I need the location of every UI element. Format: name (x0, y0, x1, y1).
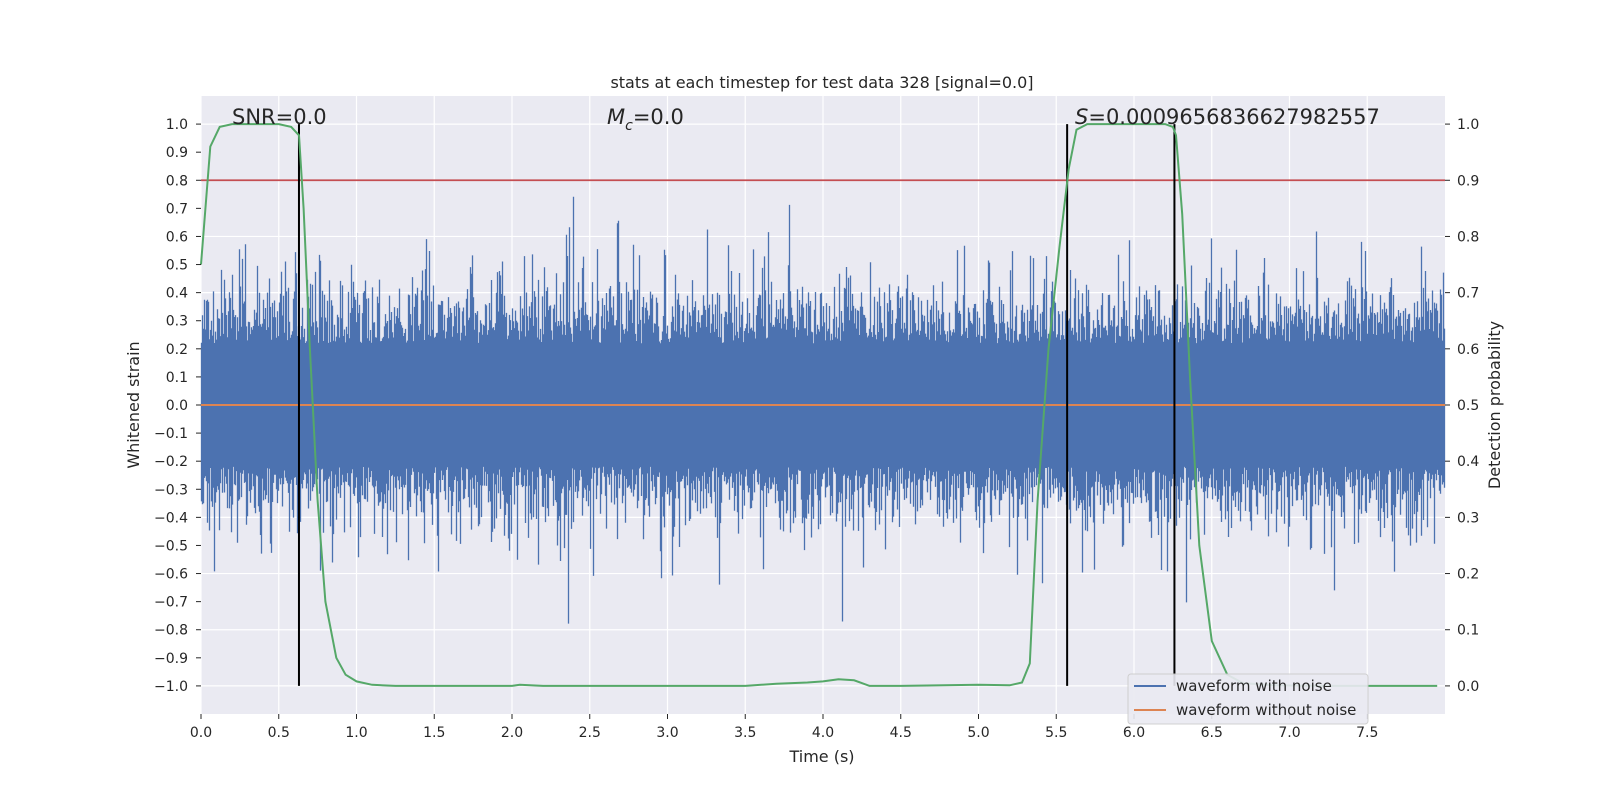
mc-value: =0.0 (633, 105, 684, 129)
y-tick-label-right: 0.0 (1457, 679, 1479, 695)
legend-noise-label: waveform with noise (1176, 677, 1332, 695)
y-ticks-left: 1.0 0.9 0.8 0.7 0.6 0.5 0.4 0.3 0.2 0.1 0.0 −0.1 −0.… (154, 117, 201, 695)
x-tick-label: 5.5 (1045, 725, 1067, 741)
y-tick-label-left: 0.3 (166, 314, 188, 330)
snr-annotation: SNR=0.0 (232, 105, 327, 129)
x-tick-label: 6.0 (1123, 725, 1145, 741)
y-tick-label-left: 1.0 (166, 117, 188, 133)
x-tick-label: 2.0 (501, 725, 523, 741)
y-tick-label-right: 0.9 (1457, 173, 1479, 189)
y-tick-label-left: 0.6 (166, 229, 188, 245)
y-tick-label-left: 0.5 (166, 258, 188, 274)
y-tick-label-left: 0.1 (166, 370, 188, 386)
y-tick-label-left: 0.2 (166, 342, 188, 358)
mc-subscript: c (625, 118, 633, 134)
y-tick-label-right: 0.6 (1457, 342, 1479, 358)
x-ticks: 0.0 0.5 1.0 1.5 2.0 2.5 3.0 3.5 4.0 4.5 5.0 5.5 6.0 6… (190, 714, 1378, 741)
y-tick-label-right: 0.5 (1457, 398, 1479, 414)
y-ticks-right: 1.0 0.9 0.8 0.7 0.6 0.5 0.4 0.3 0.2 0.1 0.0 (1445, 117, 1479, 695)
y-axis-label-right: Detection probability (1485, 321, 1504, 489)
s-annotation: S=0.0009656836627982557 (1075, 105, 1380, 129)
s-symbol: S (1075, 105, 1088, 129)
y-tick-label-right: 0.3 (1457, 510, 1479, 526)
x-tick-label: 0.5 (268, 725, 290, 741)
y-tick-label-right: 1.0 (1457, 117, 1479, 133)
x-tick-label: 7.5 (1356, 725, 1378, 741)
y-tick-label-left: −0.8 (154, 623, 188, 639)
y-tick-label-left: −0.6 (154, 567, 188, 583)
x-tick-label: 4.5 (890, 725, 912, 741)
y-tick-label-left: 0.0 (166, 398, 188, 414)
y-tick-label-left: 0.8 (166, 173, 188, 189)
y-axis-label-left: Whitened strain (124, 341, 143, 468)
vertical-lines (297, 124, 1176, 686)
mc-symbol: M (607, 105, 625, 129)
y-tick-label-left: −1.0 (154, 679, 188, 695)
x-tick-label: 3.5 (734, 725, 756, 741)
x-tick-label: 1.5 (423, 725, 445, 741)
y-tick-label-right: 0.2 (1457, 567, 1479, 583)
y-tick-label-left: 0.4 (166, 286, 188, 302)
x-tick-label: 0.0 (190, 725, 212, 741)
y-tick-label-right: 0.1 (1457, 623, 1479, 639)
noise-trace (200, 196, 1446, 624)
legend: waveform with noise waveform without noi… (1127, 673, 1369, 725)
mc-annotation: Mc=0.0 (607, 105, 684, 134)
s-value: =0.0009656836627982557 (1088, 105, 1380, 129)
legend-box (1127, 673, 1369, 725)
y-tick-label-right: 0.7 (1457, 286, 1479, 302)
y-tick-label-left: −0.7 (154, 595, 188, 611)
y-tick-label-left: −0.4 (154, 510, 188, 526)
y-tick-label-left: −0.2 (154, 454, 188, 470)
y-tick-label-left: −0.9 (154, 651, 188, 667)
y-tick-label-left: 0.9 (166, 145, 188, 161)
x-tick-label: 5.0 (967, 725, 989, 741)
y-tick-label-left: −0.1 (154, 426, 188, 442)
y-tick-label-right: 0.8 (1457, 229, 1479, 245)
x-tick-label: 4.0 (812, 725, 834, 741)
x-axis-label: Time (s) (788, 747, 854, 766)
x-tick-label: 3.0 (656, 725, 678, 741)
x-tick-label: 2.5 (579, 725, 601, 741)
y-tick-label-right: 0.4 (1457, 454, 1479, 470)
y-tick-label-left: 0.7 (166, 201, 188, 217)
legend-clean-label: waveform without noise (1176, 701, 1356, 719)
y-tick-label-left: −0.3 (154, 482, 188, 498)
x-tick-label: 6.5 (1201, 725, 1223, 741)
waveform-with-noise (200, 196, 1446, 624)
x-tick-label: 7.0 (1278, 725, 1300, 741)
chart-title: stats at each timestep for test data 328… (610, 73, 1033, 92)
x-tick-label: 1.0 (345, 725, 367, 741)
detection-probability-line (200, 123, 1438, 687)
y-tick-label-left: −0.5 (154, 538, 188, 554)
